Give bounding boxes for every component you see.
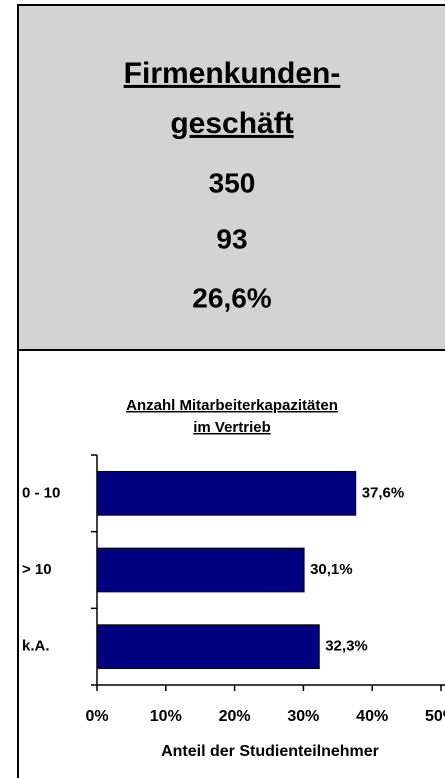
x-tick-label: 10% xyxy=(150,708,182,725)
x-axis-label: Anteil der Studienteilnehmer xyxy=(161,743,379,760)
x-tick-label: 30% xyxy=(287,708,319,725)
x-tick-label: 20% xyxy=(219,708,251,725)
header-figure: 350 xyxy=(209,167,256,198)
header-title: Firmenkunden- xyxy=(124,57,341,90)
y-tick-label: k.A. xyxy=(22,638,50,655)
header-panel xyxy=(17,4,445,351)
header-figure: 93 xyxy=(216,223,247,254)
value-label: 37,6% xyxy=(362,484,405,501)
chart-title: Anzahl Mitarbeiterkapazitäten xyxy=(126,397,338,414)
x-tick-label: 40% xyxy=(356,708,388,725)
x-tick-label: 50% xyxy=(425,708,445,725)
header-figure: 26,6% xyxy=(192,282,271,313)
chart-title: im Vertrieb xyxy=(193,419,271,436)
y-tick-label: 0 - 10 xyxy=(22,484,60,501)
value-label: 32,3% xyxy=(325,638,368,655)
bar xyxy=(96,547,305,593)
bar xyxy=(96,624,320,670)
header-title: geschäft xyxy=(170,107,293,140)
value-label: 30,1% xyxy=(310,561,353,578)
bar xyxy=(96,470,357,516)
y-tick-label: > 10 xyxy=(22,561,52,578)
x-tick-label: 0% xyxy=(85,708,108,725)
